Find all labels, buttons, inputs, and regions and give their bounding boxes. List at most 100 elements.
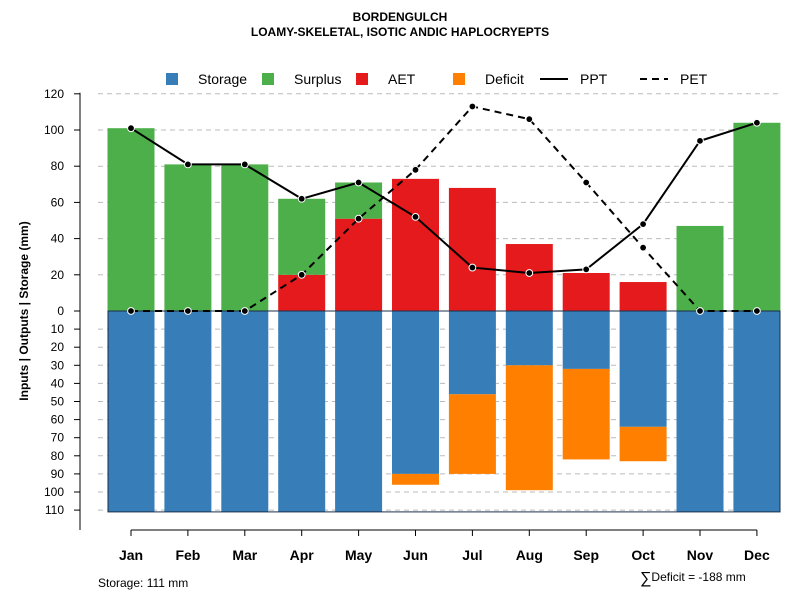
pet-line [131,105,757,312]
x-tick-label-aug: Aug [516,547,543,563]
y-tick-label: 50 [51,395,65,409]
storage-bar [733,311,781,512]
pet-point [354,214,363,223]
aet-bar [335,218,383,311]
y-tick-label: 0 [57,304,64,318]
legend-label-pet: PET [680,71,708,87]
ppt-point [240,160,249,169]
y-tick-label: 40 [51,376,65,390]
x-tick-label-jun: Jun [403,547,428,563]
deficit-bar [505,365,553,491]
x-tick-label-jan: Jan [119,547,143,563]
surplus-bar [278,198,326,275]
legend-label-aet: AET [388,71,416,87]
storage-bar [448,311,496,395]
ppt-point [127,124,135,133]
bars [107,122,781,512]
deficit-bar [619,426,667,462]
x-tick-label-may: May [345,547,372,563]
y-tick-label: 100 [44,123,64,137]
storage-bar [278,311,326,512]
deficit-label: Deficit = -188 mm [651,570,746,584]
pet-point [582,178,591,187]
deficit-bar [562,368,610,460]
pet-point [753,307,761,315]
pet-point [297,270,306,279]
aet-bar [392,178,439,311]
ppt-point [525,269,534,277]
surplus-bar [733,122,781,311]
y-tick-label: 80 [51,449,65,463]
aet-bar [562,272,610,311]
ppt-line [130,121,758,274]
lines [127,102,761,315]
x-tick-label-dec: Dec [744,547,770,563]
storage-bar [562,311,610,369]
y-axis-label: Inputs | Outputs | Storage (mm) [17,221,31,400]
surplus-bar [221,164,269,311]
aet-bar [278,274,326,311]
legend-label-storage: Storage [198,71,247,87]
ppt-point [582,265,591,274]
y-tick-label: 60 [51,413,65,427]
x-tick-label-apr: Apr [290,547,315,563]
aet-bar [619,282,667,311]
y-tick-label: 100 [44,485,64,499]
y-tick-label: 60 [51,195,65,209]
surplus-bar [107,128,155,311]
pet-point [411,165,420,174]
y-tick-label: 40 [51,232,65,246]
storage-bar [505,311,553,366]
legend-swatch-aet [356,73,368,85]
sigma-symbol: ∑ [640,570,652,587]
x-tick-label-oct: Oct [631,547,655,563]
legend-swatch-surplus [262,73,274,85]
ppt-point [753,118,761,127]
pet-point [696,307,704,315]
chart-subtitle: LOAMY-SKELETAL, ISOTIC ANDIC HAPLOCRYEPT… [250,25,550,39]
x-tick-label-feb: Feb [175,547,200,563]
ppt-point [468,263,477,272]
storage-bar [107,311,155,512]
deficit-bar [448,394,496,474]
storage-note: Storage: 111 mm [98,576,189,590]
ppt-point [696,136,704,145]
surplus-bar [676,225,724,311]
axes: 0 20 40 60 80 100 120 10 20 30 40 50 60 70 80 90 100 110 I… [17,87,770,563]
storage-bar [164,311,212,512]
y-tick-label: 120 [44,87,64,101]
y-tick-label: 30 [51,358,65,372]
y-tick-label: 80 [51,159,65,173]
pet-point [184,307,192,315]
x-tick-label-nov: Nov [687,547,714,563]
y-tick-label: 20 [51,268,65,282]
pet-point [240,307,249,315]
x-tick-label-jul: Jul [462,547,482,563]
storage-capacity-box [107,310,781,513]
storage-bar [221,311,269,512]
ppt-point [639,220,647,229]
aet-bar [505,244,553,311]
aet-bar [448,187,496,311]
deficit-bar [392,473,439,485]
y-tick-label: 90 [51,467,65,481]
legend-swatch-storage [166,73,178,85]
x-tick-label-sep: Sep [573,547,599,563]
storage-frame [107,310,781,513]
pet-point [127,307,135,315]
y-tick-label: 20 [51,340,65,354]
legend: Storage Surplus AET Deficit PPT PET [166,71,708,87]
storage-bar [335,311,383,512]
pet-point [525,115,534,124]
storage-bar [676,311,724,512]
y-tick-label: 70 [51,431,65,445]
legend-label-ppt: PPT [580,71,608,87]
x-tick-label-mar: Mar [232,547,257,563]
deficit-note: ∑Deficit = -188 mm [640,570,746,588]
surplus-bar [164,164,212,311]
pet-point [639,243,647,252]
ppt-point [354,178,363,187]
pet-point [468,102,477,111]
legend-label-surplus: Surplus [294,71,341,87]
